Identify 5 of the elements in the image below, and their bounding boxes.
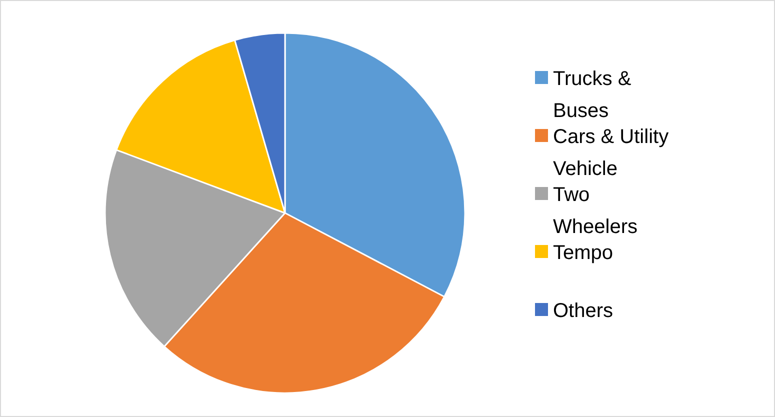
legend-label: Trucks & Buses xyxy=(553,68,632,122)
legend-label: Tempo xyxy=(553,242,614,264)
legend-label: Others xyxy=(553,300,614,322)
legend-label: Two Wheelers xyxy=(553,184,638,238)
legend-label: Cars & Utility Vehicle xyxy=(553,126,669,180)
